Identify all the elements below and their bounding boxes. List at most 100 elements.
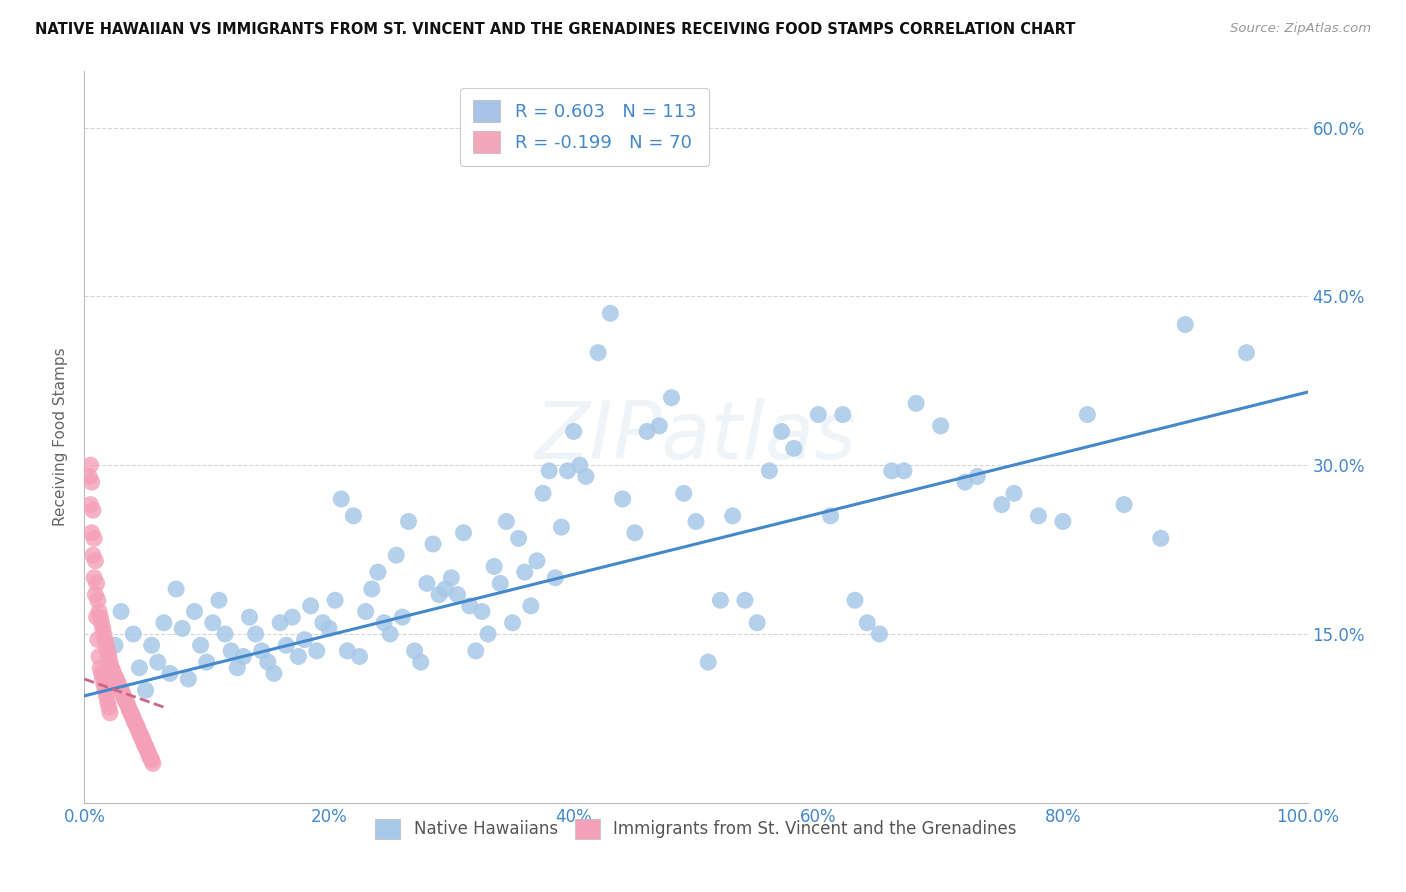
- Point: [531, 486, 554, 500]
- Point: [508, 532, 530, 546]
- Point: [87, 593, 110, 607]
- Point: [93, 678, 115, 692]
- Point: [299, 599, 322, 613]
- Point: [263, 666, 285, 681]
- Point: [709, 593, 731, 607]
- Point: [330, 491, 353, 506]
- Point: [1052, 515, 1074, 529]
- Point: [115, 694, 138, 708]
- Point: [131, 731, 153, 745]
- Point: [953, 475, 976, 489]
- Point: [91, 621, 114, 635]
- Point: [391, 610, 413, 624]
- Point: [96, 689, 118, 703]
- Point: [82, 503, 104, 517]
- Point: [513, 565, 536, 579]
- Point: [721, 508, 744, 523]
- Point: [214, 627, 236, 641]
- Point: [94, 632, 117, 647]
- Point: [477, 627, 499, 641]
- Point: [1174, 318, 1197, 332]
- Point: [80, 525, 103, 540]
- Text: NATIVE HAWAIIAN VS IMMIGRANTS FROM ST. VINCENT AND THE GRENADINES RECEIVING FOOD: NATIVE HAWAIIAN VS IMMIGRANTS FROM ST. V…: [35, 22, 1076, 37]
- Point: [612, 491, 634, 506]
- Point: [87, 605, 110, 619]
- Point: [385, 548, 408, 562]
- Point: [434, 582, 457, 596]
- Point: [82, 548, 104, 562]
- Point: [84, 554, 107, 568]
- Point: [538, 464, 561, 478]
- Point: [132, 734, 155, 748]
- Point: [98, 655, 121, 669]
- Point: [672, 486, 695, 500]
- Point: [190, 638, 212, 652]
- Point: [398, 515, 420, 529]
- Point: [135, 683, 157, 698]
- Point: [905, 396, 928, 410]
- Point: [783, 442, 806, 456]
- Point: [636, 425, 658, 439]
- Point: [110, 605, 132, 619]
- Point: [90, 666, 112, 681]
- Point: [409, 655, 432, 669]
- Point: [105, 672, 128, 686]
- Point: [373, 615, 395, 630]
- Point: [489, 576, 512, 591]
- Point: [464, 644, 486, 658]
- Point: [250, 644, 273, 658]
- Point: [269, 615, 291, 630]
- Point: [276, 638, 298, 652]
- Point: [112, 689, 135, 703]
- Point: [83, 571, 105, 585]
- Point: [159, 666, 181, 681]
- Text: ZIPatlas: ZIPatlas: [534, 398, 858, 476]
- Point: [172, 621, 194, 635]
- Point: [446, 588, 468, 602]
- Point: [125, 719, 148, 733]
- Point: [77, 469, 100, 483]
- Point: [117, 700, 139, 714]
- Point: [342, 508, 364, 523]
- Point: [100, 661, 122, 675]
- Point: [129, 728, 152, 742]
- Point: [110, 683, 132, 698]
- Point: [139, 751, 162, 765]
- Point: [146, 655, 169, 669]
- Point: [83, 532, 105, 546]
- Point: [495, 515, 517, 529]
- Point: [120, 706, 142, 720]
- Point: [294, 632, 316, 647]
- Point: [232, 649, 254, 664]
- Point: [893, 464, 915, 478]
- Point: [349, 649, 371, 664]
- Point: [380, 627, 402, 641]
- Point: [404, 644, 426, 658]
- Point: [758, 464, 780, 478]
- Point: [124, 714, 146, 729]
- Point: [440, 571, 463, 585]
- Point: [747, 615, 769, 630]
- Point: [991, 498, 1014, 512]
- Point: [97, 644, 120, 658]
- Point: [820, 508, 842, 523]
- Point: [305, 644, 328, 658]
- Text: Source: ZipAtlas.com: Source: ZipAtlas.com: [1230, 22, 1371, 36]
- Point: [108, 681, 131, 695]
- Point: [114, 692, 136, 706]
- Point: [105, 674, 128, 689]
- Point: [427, 588, 450, 602]
- Point: [544, 571, 567, 585]
- Point: [141, 753, 163, 767]
- Point: [471, 605, 494, 619]
- Point: [128, 726, 150, 740]
- Point: [312, 615, 335, 630]
- Point: [929, 418, 952, 433]
- Point: [966, 469, 988, 483]
- Point: [482, 559, 505, 574]
- Point: [831, 408, 853, 422]
- Point: [111, 685, 134, 699]
- Point: [107, 678, 129, 692]
- Point: [1236, 345, 1258, 359]
- Point: [354, 605, 377, 619]
